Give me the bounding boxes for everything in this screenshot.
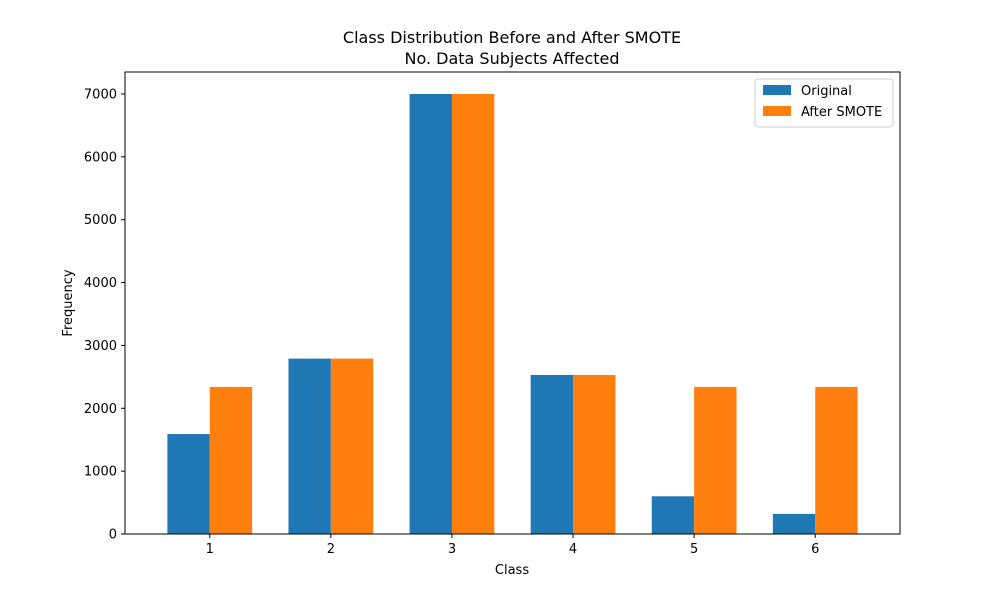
y-axis-label: Frequency bbox=[61, 269, 76, 336]
x-tick-label: 6 bbox=[811, 542, 819, 557]
x-tick-label: 2 bbox=[327, 542, 335, 557]
y-tick-label: 3000 bbox=[84, 339, 117, 354]
bar-original-class-5 bbox=[651, 496, 695, 534]
chart-title: Class Distribution Before and After SMOT… bbox=[343, 28, 681, 47]
plot-frame bbox=[124, 71, 901, 535]
y-tick-label: 6000 bbox=[84, 150, 117, 165]
bar-after-smote-class-5 bbox=[694, 386, 737, 534]
bar-original-class-6 bbox=[772, 513, 816, 534]
x-axis-label: Class bbox=[495, 563, 529, 578]
x-tick-label: 3 bbox=[448, 542, 456, 557]
y-tick-label: 7000 bbox=[84, 88, 117, 103]
y-tick-label: 5000 bbox=[84, 213, 117, 228]
y-tick-label: 0 bbox=[109, 528, 117, 543]
legend-label-original: Original bbox=[801, 84, 852, 99]
bar-original-class-3 bbox=[409, 94, 452, 534]
chart-subtitle: No. Data Subjects Affected bbox=[404, 49, 619, 68]
bar-after-smote-class-2 bbox=[330, 358, 374, 534]
legend-swatch-after-smote bbox=[763, 106, 791, 116]
y-tick-label: 4000 bbox=[84, 276, 117, 291]
bar-after-smote-class-4 bbox=[573, 374, 616, 534]
legend: Original After SMOTE bbox=[754, 78, 894, 128]
legend-swatch-original bbox=[763, 85, 791, 95]
y-tick-label: 2000 bbox=[84, 402, 117, 417]
bar-original-class-2 bbox=[288, 358, 331, 534]
x-tick-label: 1 bbox=[206, 542, 214, 557]
x-tick-label: 5 bbox=[690, 542, 698, 557]
bar-original-class-4 bbox=[530, 374, 574, 534]
bars-group bbox=[167, 94, 858, 534]
y-axis-ticks: 0 1000 2000 3000 4000 5000 6000 7000 bbox=[84, 88, 125, 543]
bar-original-class-1 bbox=[167, 434, 210, 534]
bar-after-smote-class-6 bbox=[815, 386, 858, 534]
x-tick-label: 4 bbox=[569, 542, 577, 557]
legend-label-after-smote: After SMOTE bbox=[801, 105, 882, 120]
y-tick-label: 1000 bbox=[84, 465, 117, 480]
bar-after-smote-class-3 bbox=[451, 94, 495, 534]
bar-after-smote-class-1 bbox=[209, 386, 253, 534]
x-axis-ticks: 1 2 3 4 5 6 bbox=[206, 534, 819, 557]
